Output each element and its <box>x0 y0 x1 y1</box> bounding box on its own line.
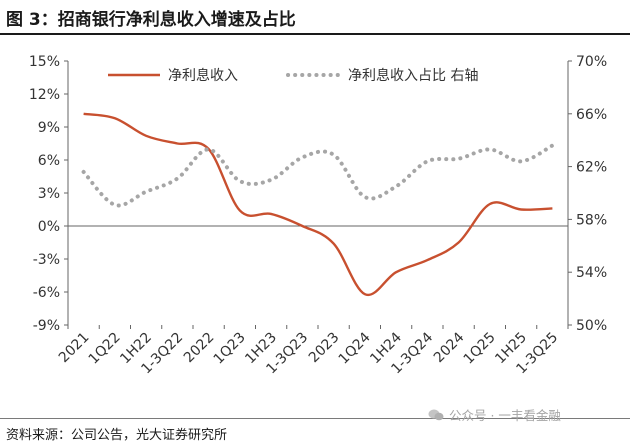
x-tick-label: 2022 <box>181 330 218 367</box>
left-tick-label: 3% <box>38 186 60 202</box>
left-tick-label: 12% <box>29 87 60 103</box>
x-tick-label: 2024 <box>431 329 468 366</box>
left-tick-label: 6% <box>38 153 60 169</box>
right-tick-label: 62% <box>576 160 607 176</box>
right-tick-label: 70% <box>576 54 607 70</box>
wechat-icon <box>428 409 444 420</box>
x-tick-label: 2023 <box>306 330 343 367</box>
left-tick-label: 0% <box>38 219 60 235</box>
left-tick-label: -9% <box>33 318 60 334</box>
page-title: 图 3：招商银行净利息收入增速及占比 <box>6 10 296 30</box>
title-rule <box>0 33 630 35</box>
watermark: 公众号 · 一丰看金融 <box>428 405 561 424</box>
watermark-text: 公众号 · 一丰看金融 <box>449 408 561 423</box>
right-tick-label: 50% <box>576 318 607 334</box>
axes: 15% 12% 9% 6% 3% 0% -3% -6% -9% 70% 66% 62% 58% 54% 50… <box>29 54 607 377</box>
legend-label-growth: 净利息收入 <box>168 67 238 84</box>
series-lines <box>81 112 555 297</box>
x-tick-label: 1Q23 <box>211 330 249 368</box>
left-tick-label: -3% <box>33 252 60 268</box>
series-line-growth <box>83 112 553 297</box>
series-line-share <box>81 143 555 208</box>
right-tick-label: 58% <box>576 212 607 228</box>
left-tick-label: -6% <box>33 285 60 301</box>
legend-label-share: 净利息收入占比 右轴 <box>348 67 478 84</box>
right-tick-label: 66% <box>576 107 607 123</box>
x-tick-label: 2021 <box>56 330 93 367</box>
left-tick-label: 9% <box>38 120 60 136</box>
x-tick-label: 1Q22 <box>86 330 124 368</box>
left-tick-label: 15% <box>29 54 60 70</box>
legend: 净利息收入 净利息收入占比 右轴 <box>108 67 478 84</box>
x-tick-label: 1Q25 <box>461 330 499 368</box>
footer-rule <box>0 418 630 419</box>
right-tick-label: 54% <box>576 265 607 281</box>
x-tick-label: 1Q24 <box>336 329 374 367</box>
chart: 15% 12% 9% 6% 3% 0% -3% -6% -9% 70% 66% 62% 58% 54% 50… <box>29 54 607 377</box>
source-note: 资料来源：公司公告，光大证券研究所 <box>6 428 228 443</box>
